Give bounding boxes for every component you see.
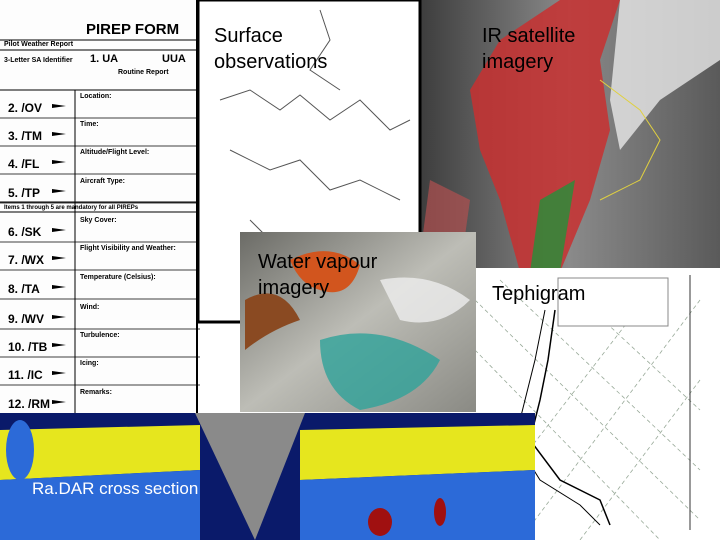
- row-label: Location:: [80, 93, 112, 100]
- radar-echo-blue: [0, 470, 200, 540]
- ir-cloud-band: [470, 0, 620, 272]
- uua-label: UUA: [162, 53, 186, 65]
- row-code: 2. /OV: [8, 101, 42, 115]
- row-label: Altitude/Flight Level:: [80, 149, 149, 156]
- panel-caption: Surface: [214, 25, 283, 47]
- row-label: Icing:: [80, 360, 99, 367]
- radar-echo-red: [434, 498, 446, 526]
- wv-dark-band: [245, 293, 300, 350]
- row-code: 11. /IC: [8, 368, 43, 382]
- row-arrow: [52, 371, 66, 375]
- row-code: 4. /FL: [8, 157, 39, 171]
- surface-coastline: [309, 9, 341, 91]
- row-code: 12. /RM: [8, 397, 50, 411]
- ua-label: 1. UA: [90, 53, 118, 65]
- panel-caption: observations: [214, 51, 327, 73]
- radar-echo-yellow: [300, 425, 535, 480]
- form-subtitle: Pilot Weather Report: [4, 41, 74, 48]
- identifier-label: 3-Letter SA Identifier: [4, 57, 73, 64]
- panel-caption: Ra.DAR cross section: [32, 479, 198, 498]
- row-arrow: [52, 160, 66, 164]
- row-code: 7. /WX: [8, 253, 44, 267]
- row-label: Remarks:: [80, 389, 112, 396]
- wv-moist-region: [320, 333, 440, 410]
- form-background: [0, 0, 200, 415]
- mandatory-note: Items 1 through 5 are mandatory for all …: [4, 205, 139, 211]
- row-label: Sky Cover:: [80, 217, 117, 224]
- row-arrow: [52, 343, 66, 347]
- row-label: Time:: [80, 121, 99, 128]
- captions: Surface observations IR satellite imagery Wa…: [32, 25, 585, 498]
- row-code: 8. /TA: [8, 282, 40, 296]
- row-code: 6. /SK: [8, 225, 42, 239]
- ir-coastline: [599, 79, 661, 201]
- ir-cloud-white: [610, 0, 720, 150]
- radar-echo-yellow: [0, 425, 200, 480]
- row-code: 5. /TP: [8, 186, 40, 200]
- panel-caption: Water vapour: [258, 251, 378, 273]
- routine-label: Routine Report: [118, 69, 169, 76]
- wv-high-cloud: [380, 277, 470, 323]
- row-label: Temperature (Celsius):: [80, 274, 156, 281]
- row-label: Turbulence:: [80, 332, 120, 339]
- tephigram-table: [557, 277, 669, 327]
- radar-blind-cone: [195, 413, 305, 540]
- surface-coastline: [229, 149, 401, 201]
- row-label: Flight Visibility and Weather:: [80, 245, 176, 252]
- row-label: Wind:: [80, 304, 99, 311]
- row-arrow: [52, 256, 66, 260]
- row-code: 10. /TB: [8, 340, 48, 354]
- panel-caption: Tephigram: [492, 283, 585, 305]
- wv-dry-slot: [290, 251, 360, 293]
- panel-caption: IR satellite: [482, 25, 575, 47]
- row-label: Aircraft Type:: [80, 178, 125, 185]
- panel-caption: imagery: [258, 277, 329, 299]
- radar-panel: [0, 413, 535, 540]
- row-arrow: [52, 228, 66, 232]
- row-code: 9. /WV: [8, 312, 44, 326]
- row-arrow: [52, 132, 66, 136]
- row-arrow: [52, 400, 66, 404]
- radar-echo-red: [368, 508, 392, 536]
- row-code: 3. /TM: [8, 129, 42, 143]
- ir-green-core: [530, 180, 575, 272]
- row-arrow: [52, 189, 66, 193]
- radar-echo-blue: [300, 470, 535, 540]
- form-title: PIREP FORM: [86, 21, 179, 38]
- radar-echo-blue: [6, 420, 34, 480]
- water-vapour-panel: [240, 232, 476, 412]
- surface-coastline: [219, 89, 411, 131]
- row-arrow: [52, 315, 66, 319]
- pirep-form: PIREP FORM Pilot Weather Report 3-Letter…: [0, 0, 200, 415]
- panel-caption: imagery: [482, 51, 553, 73]
- row-arrow: [52, 285, 66, 289]
- row-arrow: [52, 104, 66, 108]
